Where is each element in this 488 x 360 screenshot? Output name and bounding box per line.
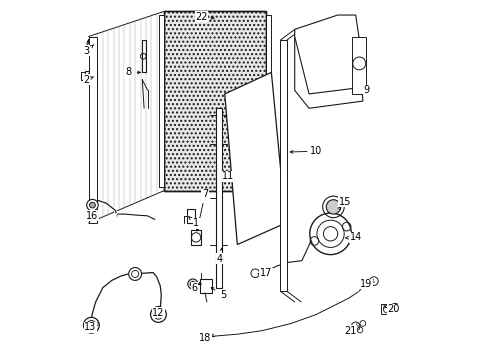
Circle shape	[190, 282, 195, 287]
Circle shape	[86, 199, 98, 211]
Circle shape	[201, 333, 207, 340]
Bar	[215, 108, 222, 288]
Circle shape	[325, 200, 340, 214]
Bar	[187, 209, 195, 223]
Bar	[199, 279, 212, 293]
Bar	[190, 230, 201, 244]
Text: 7: 7	[202, 189, 208, 199]
Text: 1: 1	[193, 218, 199, 228]
Text: 4: 4	[216, 254, 222, 264]
Text: 16: 16	[86, 211, 98, 221]
Circle shape	[128, 267, 142, 280]
Text: 19: 19	[360, 279, 372, 289]
Circle shape	[150, 307, 166, 322]
Text: 18: 18	[199, 333, 211, 343]
Circle shape	[250, 269, 259, 278]
Circle shape	[83, 318, 99, 333]
Circle shape	[89, 202, 95, 208]
Text: 2: 2	[83, 75, 90, 85]
Text: 9: 9	[363, 85, 369, 95]
Circle shape	[369, 277, 378, 285]
Bar	[381, 304, 391, 315]
Bar	[88, 39, 96, 42]
Bar	[88, 37, 97, 223]
Text: 14: 14	[349, 232, 361, 242]
Text: 3: 3	[83, 46, 90, 56]
Text: 8: 8	[124, 67, 131, 77]
Text: 17: 17	[259, 268, 272, 278]
Circle shape	[187, 279, 198, 289]
Text: 21: 21	[344, 325, 356, 336]
Text: 13: 13	[84, 322, 96, 332]
Bar	[159, 15, 163, 187]
Polygon shape	[294, 30, 362, 108]
Text: 15: 15	[338, 197, 350, 207]
Text: 11: 11	[222, 171, 234, 181]
Polygon shape	[224, 72, 285, 244]
Text: 10: 10	[309, 146, 322, 156]
Text: 5: 5	[220, 290, 225, 300]
Text: 6: 6	[191, 283, 197, 293]
Text: 20: 20	[386, 304, 399, 314]
Bar	[265, 15, 270, 187]
Text: 12: 12	[152, 308, 164, 318]
Polygon shape	[351, 37, 366, 94]
Text: 22: 22	[195, 12, 207, 22]
Circle shape	[351, 322, 359, 330]
Bar	[85, 71, 97, 81]
Bar	[163, 12, 265, 191]
Bar	[163, 12, 265, 191]
Circle shape	[87, 39, 97, 49]
Circle shape	[309, 213, 351, 255]
Polygon shape	[294, 15, 366, 94]
Bar	[280, 40, 286, 291]
